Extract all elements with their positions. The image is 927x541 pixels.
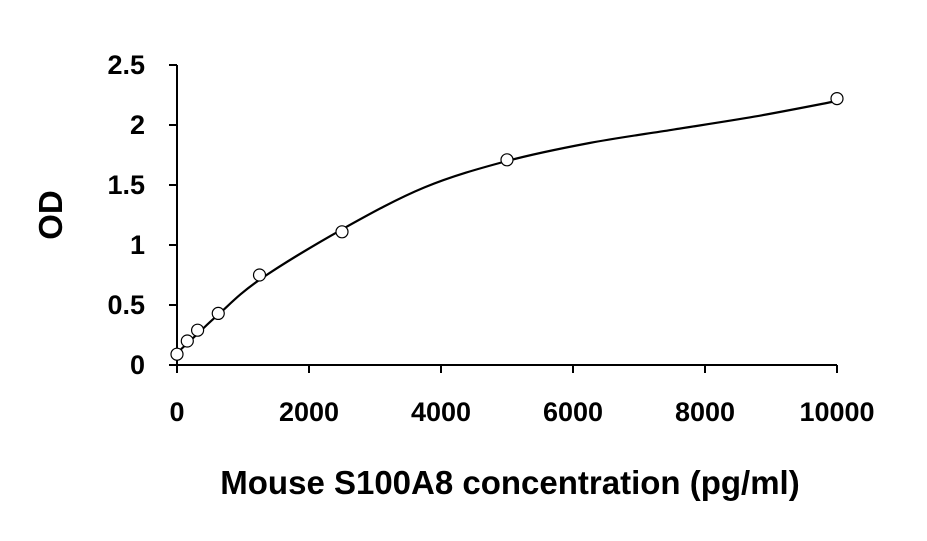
x-axis-ticks: 0 2000 4000 6000 8000 10000 <box>169 365 875 427</box>
y-tick-label: 1.5 <box>107 170 145 200</box>
x-tick-label: 0 <box>169 397 184 427</box>
x-tick-label: 4000 <box>411 397 471 427</box>
data-point <box>252 268 267 282</box>
y-tick-label: 0.5 <box>107 290 145 320</box>
fit-curve-line <box>176 99 838 354</box>
y-tick-label: 0 <box>130 350 145 380</box>
y-axis-title: OD <box>32 190 69 240</box>
data-points <box>170 91 844 361</box>
y-tick-label: 1 <box>130 230 145 260</box>
x-axis-title: Mouse S100A8 concentration (pg/ml) <box>220 464 799 501</box>
x-tick-label: 10000 <box>799 397 874 427</box>
data-point <box>211 306 225 320</box>
data-point <box>180 334 194 348</box>
y-axis-ticks: 0 0.5 1 1.5 2 2.5 <box>107 50 177 380</box>
x-tick-label: 8000 <box>675 397 735 427</box>
data-point <box>335 225 349 239</box>
data-point <box>170 347 184 361</box>
y-tick-label: 2 <box>130 110 145 140</box>
y-tick-label: 2.5 <box>107 50 145 80</box>
data-point <box>190 323 205 337</box>
x-tick-label: 6000 <box>543 397 603 427</box>
data-point <box>830 91 844 106</box>
data-point <box>500 153 514 167</box>
axes <box>176 65 837 366</box>
x-tick-label: 2000 <box>279 397 339 427</box>
